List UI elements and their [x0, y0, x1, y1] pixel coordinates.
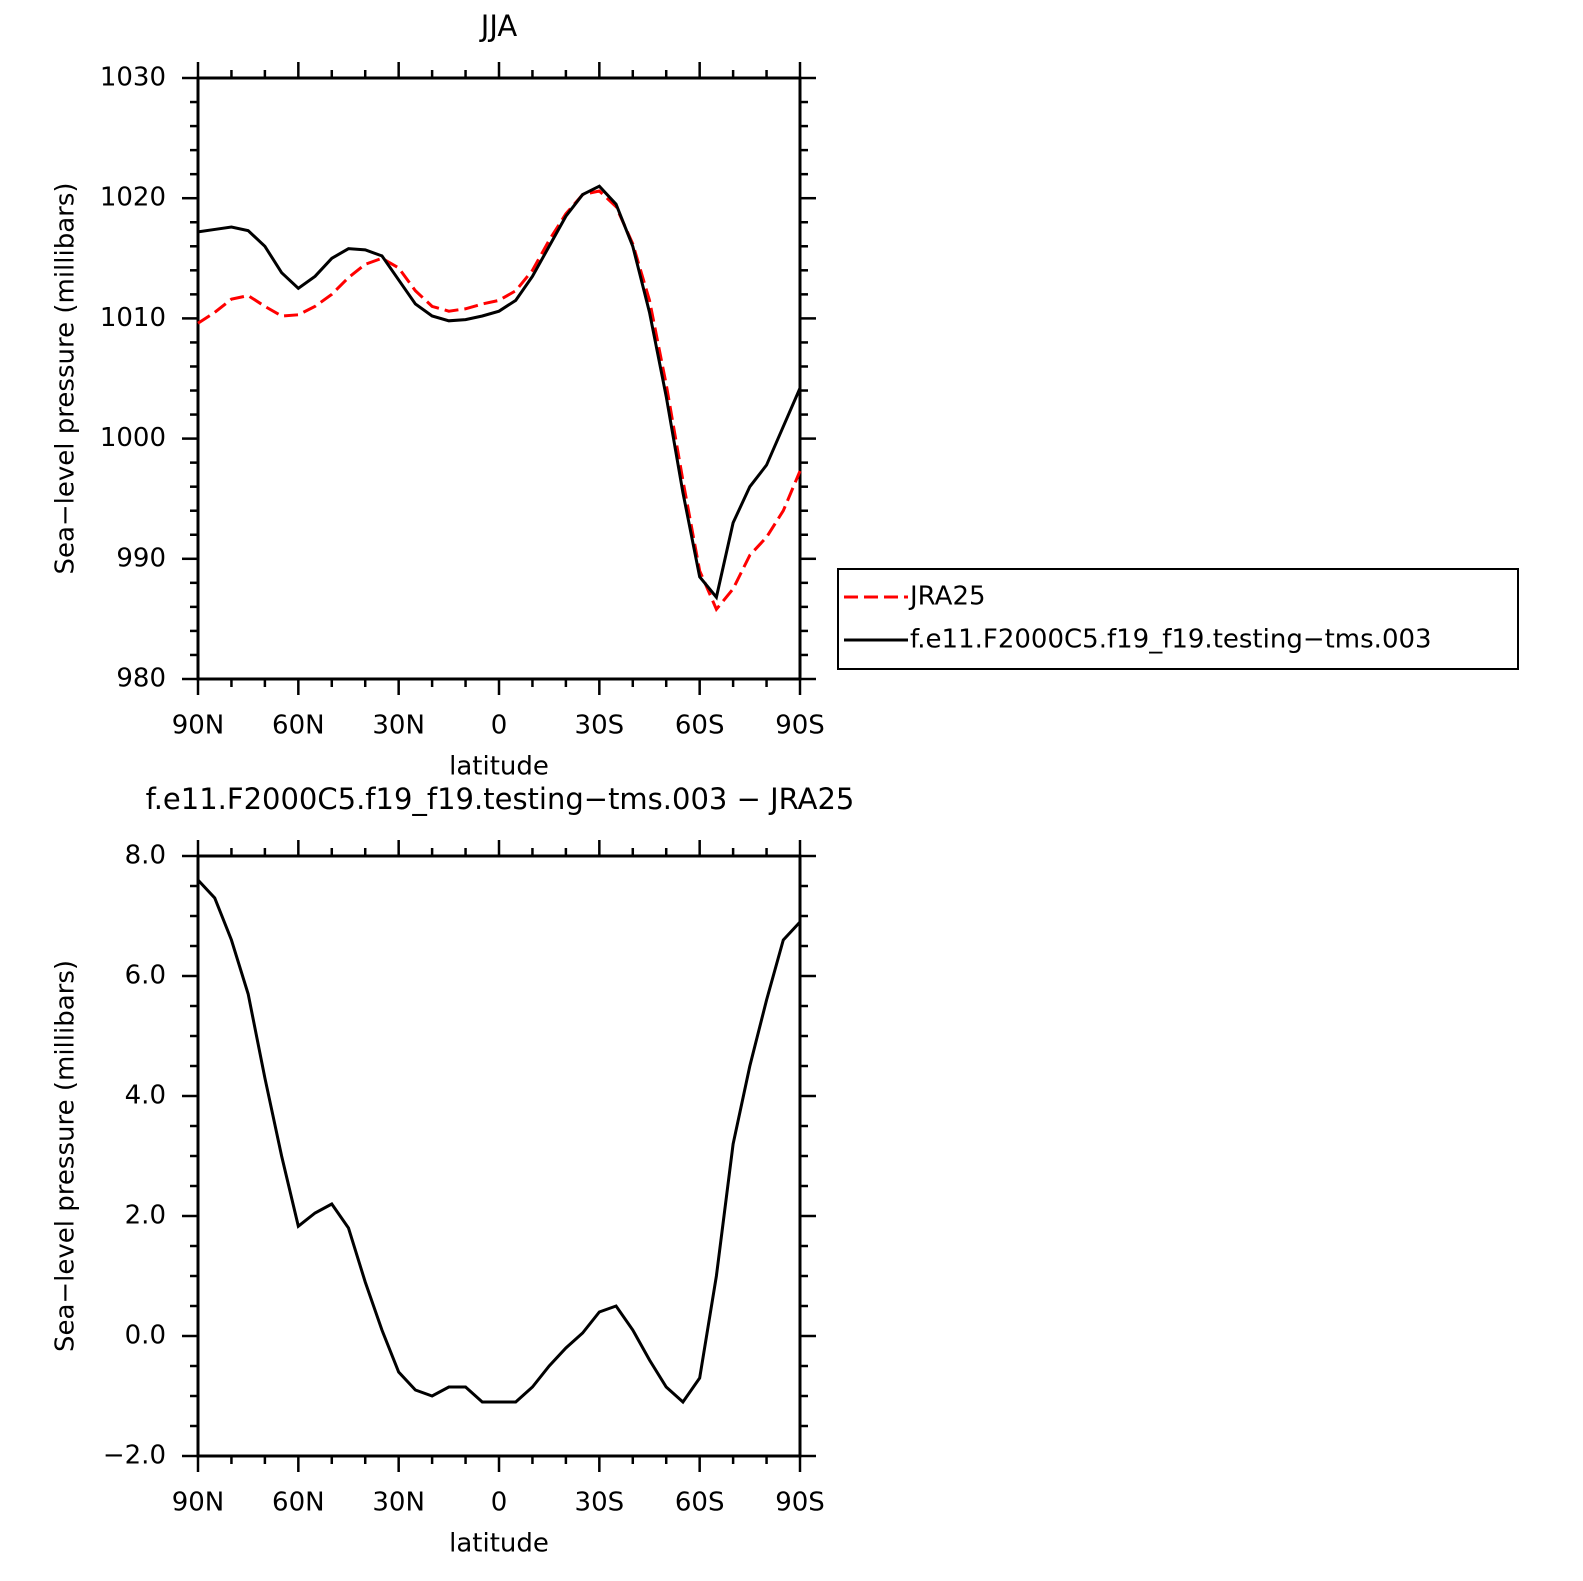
x-tick-label: 30N — [372, 711, 425, 741]
chart-title: JJA — [479, 9, 518, 43]
y-tick-label: 990 — [116, 543, 166, 573]
y-tick-label: −2.0 — [103, 1441, 166, 1471]
y-tick-label: 1020 — [100, 183, 166, 213]
legend-label: f.e11.F2000C5.f19_f19.testing−tms.003 — [910, 625, 1432, 655]
chart-title: f.e11.F2000C5.f19_f19.testing−tms.003 − … — [146, 782, 855, 816]
y-axis-label: Sea−level pressure (millibars) — [51, 960, 81, 1352]
x-tick-label: 90S — [775, 1488, 825, 1518]
x-tick-label: 30S — [575, 1488, 625, 1518]
y-tick-label: 8.0 — [125, 841, 166, 871]
series-line — [196, 878, 802, 1405]
x-tick-label: 0 — [491, 711, 508, 741]
x-tick-label: 0 — [491, 1488, 508, 1518]
plot-frame — [196, 854, 802, 1458]
x-tick-label: 60S — [675, 1488, 725, 1518]
y-tick-label: 1000 — [100, 423, 166, 453]
x-axis-label: latitude — [449, 1529, 549, 1559]
y-tick-label: 4.0 — [125, 1081, 166, 1111]
x-tick-label: 30S — [575, 711, 625, 741]
y-tick-label: 1010 — [100, 303, 166, 333]
legend-box — [837, 568, 1519, 670]
x-axis-label: latitude — [449, 752, 549, 782]
x-tick-label: 90N — [172, 1488, 225, 1518]
legend-label: JRA25 — [908, 582, 986, 612]
x-tick-label: 60S — [675, 711, 725, 741]
y-tick-label: 6.0 — [125, 961, 166, 991]
x-tick-label: 90S — [775, 711, 825, 741]
y-axis-label: Sea−level pressure (millibars) — [51, 182, 81, 574]
series-line — [197, 184, 802, 601]
y-tick-label: 2.0 — [125, 1201, 166, 1231]
x-tick-label: 90N — [172, 711, 225, 741]
y-tick-label: 0.0 — [125, 1321, 166, 1351]
x-tick-label: 60N — [272, 1488, 325, 1518]
x-tick-label: 30N — [372, 1488, 425, 1518]
series-line — [197, 189, 802, 613]
y-tick-label: 980 — [116, 664, 166, 694]
y-tick-label: 1030 — [100, 63, 166, 93]
x-tick-label: 60N — [272, 711, 325, 741]
